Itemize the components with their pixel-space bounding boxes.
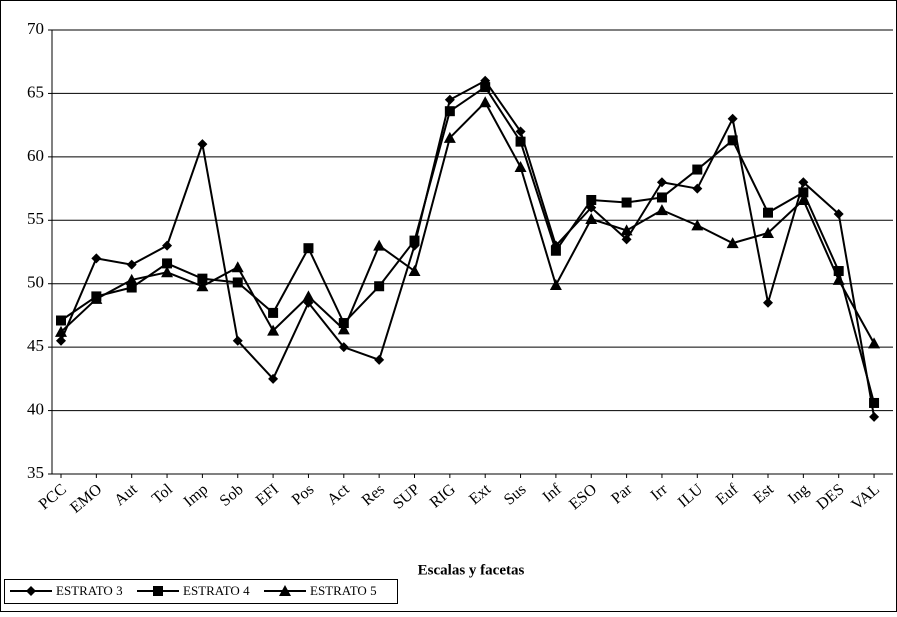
marker <box>374 354 385 365</box>
legend-box <box>4 579 398 604</box>
marker <box>692 164 703 175</box>
marker <box>90 292 103 304</box>
marker <box>621 197 632 208</box>
marker <box>869 411 880 422</box>
marker <box>798 177 809 188</box>
marker <box>620 224 633 236</box>
marker <box>797 193 810 205</box>
marker <box>443 131 456 143</box>
marker <box>832 273 845 285</box>
marker <box>515 126 526 137</box>
marker <box>162 240 173 251</box>
marker <box>374 281 385 292</box>
marker <box>279 585 291 596</box>
marker <box>153 586 163 596</box>
marker <box>231 261 244 273</box>
marker <box>161 266 174 278</box>
marker <box>727 113 738 124</box>
y-tick-label: 50 <box>27 273 44 292</box>
marker <box>868 337 881 349</box>
marker <box>515 136 526 147</box>
marker <box>408 265 421 277</box>
marker <box>303 243 314 254</box>
marker <box>26 586 36 596</box>
marker <box>409 235 420 246</box>
marker <box>126 282 137 293</box>
marker <box>232 335 243 346</box>
marker <box>833 208 844 219</box>
legend-label: ESTRATO 3 <box>56 583 123 598</box>
marker <box>655 204 668 216</box>
marker <box>621 234 632 245</box>
y-tick-label: 40 <box>27 399 44 418</box>
marker <box>126 259 137 270</box>
series-line <box>60 100 875 344</box>
marker <box>763 207 773 218</box>
marker <box>268 307 279 318</box>
legend-label: ESTRATO 4 <box>183 583 250 598</box>
marker <box>586 194 597 205</box>
marker <box>656 192 667 203</box>
marker <box>56 335 66 346</box>
marker <box>197 139 208 150</box>
marker <box>798 187 809 198</box>
marker <box>337 323 350 335</box>
marker <box>302 290 315 302</box>
y-tick-label: 55 <box>27 209 44 228</box>
marker <box>444 106 455 117</box>
marker <box>762 226 774 238</box>
marker <box>691 219 704 231</box>
marker <box>585 213 598 225</box>
marker <box>55 325 67 337</box>
marker <box>833 266 844 277</box>
marker <box>550 245 561 256</box>
marker <box>196 280 209 292</box>
y-tick-label: 35 <box>27 463 44 482</box>
legend-label: ESTRATO 5 <box>310 583 377 598</box>
marker <box>373 239 386 251</box>
marker <box>656 177 667 188</box>
marker <box>763 297 773 308</box>
marker <box>480 82 491 93</box>
marker <box>338 342 349 353</box>
marker <box>162 258 173 269</box>
marker <box>338 318 349 329</box>
series-line <box>60 85 876 404</box>
marker <box>514 161 527 173</box>
y-tick-label: 65 <box>27 82 44 101</box>
marker <box>726 237 739 249</box>
y-tick-label: 45 <box>27 336 44 355</box>
y-tick-label: 60 <box>27 146 44 165</box>
marker <box>197 273 208 284</box>
y-tick-label: 70 <box>27 19 44 38</box>
marker <box>727 135 738 146</box>
marker <box>232 277 243 288</box>
marker <box>692 183 703 194</box>
marker <box>125 273 138 285</box>
marker <box>444 94 455 105</box>
marker <box>56 315 66 326</box>
series-line <box>60 79 876 418</box>
marker <box>869 397 880 408</box>
marker <box>268 373 279 384</box>
marker <box>267 324 280 336</box>
marker <box>479 96 492 108</box>
marker <box>549 278 562 290</box>
marker <box>91 253 102 264</box>
x-axis-title: Escalas y facetas <box>418 562 525 578</box>
